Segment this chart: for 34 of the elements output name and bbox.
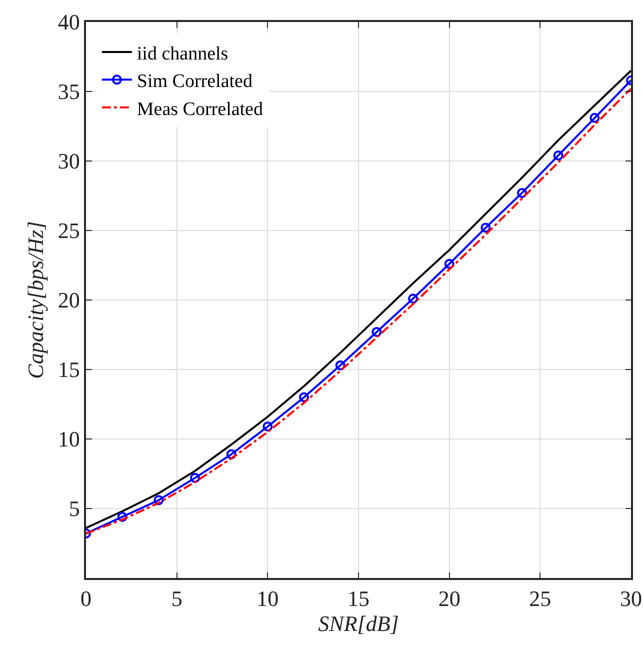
x-axis-title: SNR[dB]	[318, 611, 399, 636]
y-tick-label: 30	[58, 148, 80, 174]
x-tick-label: 15	[348, 586, 370, 612]
y-axis-title: Capacity[bps/Hz]	[23, 221, 48, 379]
point	[117, 512, 128, 522]
point	[262, 421, 273, 432]
point	[154, 495, 164, 506]
point	[517, 188, 527, 198]
legend-label: Meas Correlated	[136, 98, 264, 120]
x-tick-label: 25	[529, 586, 552, 612]
y-tick-label: 20	[58, 288, 80, 313]
legend-label: iid channels	[136, 43, 228, 64]
point	[372, 326, 382, 337]
x-tick-label: 10	[256, 586, 279, 612]
y-tick-label: 15	[58, 357, 80, 382]
point	[553, 150, 564, 160]
x-tick-label: 5	[171, 586, 182, 612]
y-tick-label: 35	[58, 79, 80, 104]
point	[335, 360, 346, 370]
point	[480, 222, 491, 233]
y-tick-label: 10	[58, 426, 80, 452]
x-tick-label: 30	[620, 586, 642, 612]
point	[299, 392, 309, 402]
y-tick-label: 25	[58, 218, 80, 244]
x-tick-label: 20	[438, 586, 460, 612]
point	[590, 112, 600, 123]
point	[408, 294, 418, 304]
y-tick-label: 40	[58, 10, 80, 35]
y-tick-label: 5	[68, 496, 80, 522]
point	[444, 258, 454, 269]
legend-label: Sim Correlated	[136, 71, 253, 92]
x-tick-label: 0	[80, 586, 92, 612]
point	[226, 449, 236, 460]
point	[190, 472, 200, 483]
